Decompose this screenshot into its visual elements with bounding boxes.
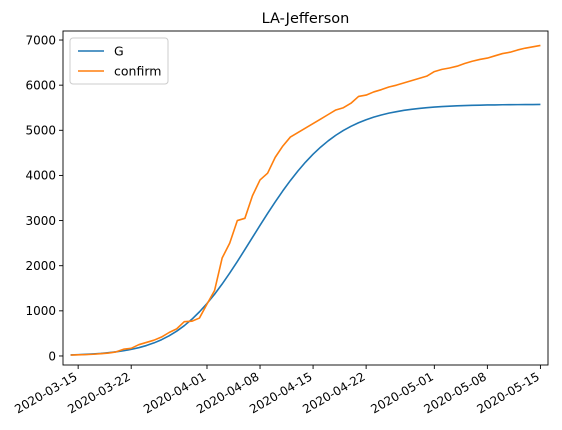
plot-area (62, 30, 549, 366)
y-tick-label: 0 (48, 349, 56, 363)
y-tick-label: 4000 (25, 169, 56, 183)
y-tick-label: 5000 (25, 124, 56, 138)
y-tick-label: 6000 (25, 78, 56, 92)
legend-label-g: G (114, 44, 124, 59)
legend-box (69, 37, 169, 85)
series-line-confirm (70, 44, 541, 356)
series-layer (70, 44, 541, 356)
y-axis: 0 1000 2000 3000 4000 5000 6000 7000 (25, 33, 63, 363)
y-tick-label: 1000 (25, 304, 56, 318)
plot-frame (62, 30, 549, 366)
y-tick-label: 2000 (25, 259, 56, 273)
series-line-g (70, 103, 541, 356)
legend-label-confirm: confirm (114, 64, 161, 79)
y-tick-label: 7000 (25, 33, 56, 47)
y-tick-label: 3000 (25, 214, 56, 228)
chart-title: LA-Jefferson (262, 11, 350, 27)
